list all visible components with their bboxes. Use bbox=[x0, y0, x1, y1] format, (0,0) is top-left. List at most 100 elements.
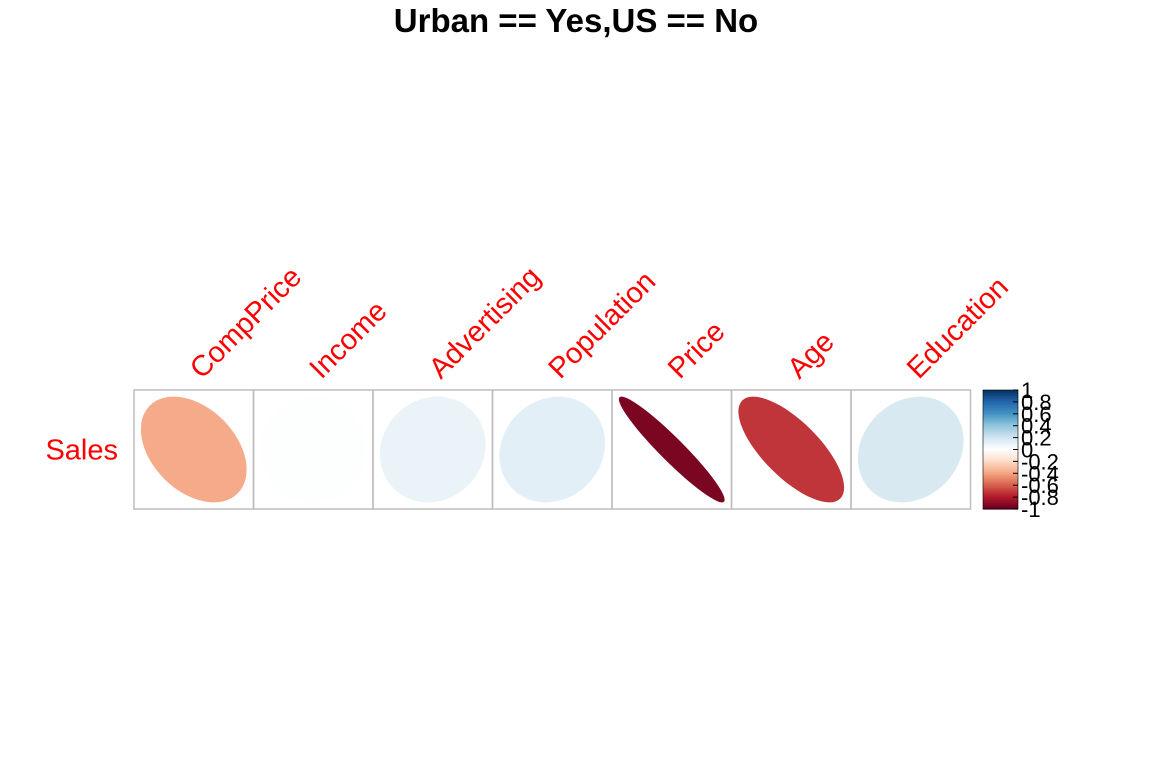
correlation-cells bbox=[133, 389, 972, 510]
colorbar-swatch bbox=[983, 430, 1018, 433]
colorbar-swatch bbox=[983, 468, 1018, 471]
colorbar-tick-label: 1 bbox=[1021, 378, 1033, 403]
colorbar-swatch bbox=[983, 419, 1018, 422]
colorbar-swatch bbox=[983, 470, 1018, 473]
colorbar-swatch bbox=[983, 498, 1018, 501]
colorbar-swatch bbox=[983, 458, 1018, 461]
column-label: CompPrice bbox=[184, 261, 308, 385]
correlation-ellipse bbox=[857, 396, 964, 503]
colorbar-swatch bbox=[983, 494, 1018, 497]
colorbar-swatch bbox=[983, 474, 1018, 477]
colorbar-swatch bbox=[983, 464, 1018, 467]
colorbar-swatch bbox=[983, 395, 1018, 399]
correlation-ellipse bbox=[618, 396, 725, 503]
colorbar-swatch bbox=[983, 397, 1018, 400]
row-label: Sales bbox=[45, 435, 118, 467]
colorbar-swatch bbox=[983, 459, 1018, 462]
colorbar-swatch bbox=[983, 449, 1018, 452]
colorbar-swatch bbox=[983, 410, 1018, 413]
colorbar-swatch bbox=[983, 403, 1018, 406]
colorbar-swatch bbox=[983, 442, 1018, 445]
colorbar-swatch bbox=[983, 427, 1018, 430]
colorbar-swatch bbox=[983, 436, 1018, 439]
correlation-ellipse bbox=[738, 396, 845, 503]
colorbar-swatch bbox=[983, 477, 1018, 480]
colorbar-swatch bbox=[983, 409, 1018, 412]
colorbar-swatch bbox=[983, 450, 1018, 454]
colorbar-swatch bbox=[983, 404, 1018, 407]
colorbar-swatch bbox=[983, 433, 1018, 436]
colorbar-swatch bbox=[983, 492, 1018, 495]
colorbar-swatch bbox=[983, 507, 1018, 510]
colorbar-swatch bbox=[983, 424, 1018, 427]
colorbar-swatch bbox=[983, 445, 1018, 448]
colorbar-tick-label: 0.4 bbox=[1021, 414, 1052, 439]
colorbar-swatch bbox=[983, 392, 1018, 396]
colorbar-swatch bbox=[983, 488, 1018, 491]
correlation-ellipse bbox=[260, 396, 367, 503]
colorbar-tick-label: -1 bbox=[1021, 497, 1041, 522]
colorbar-swatch bbox=[983, 476, 1018, 479]
colorbar-swatch bbox=[983, 394, 1018, 397]
colorbar-swatch bbox=[983, 431, 1018, 434]
colorbar-swatch bbox=[983, 486, 1018, 489]
colorbar-swatch bbox=[983, 501, 1018, 504]
colorbar-swatch bbox=[983, 406, 1018, 409]
colorbar-swatch bbox=[983, 480, 1018, 483]
colorbar-tick-label: -0.8 bbox=[1021, 485, 1059, 510]
colorbar-swatch bbox=[983, 391, 1018, 394]
colorbar-swatch bbox=[983, 443, 1018, 446]
colorbar-swatch bbox=[983, 479, 1018, 482]
correlation-ellipse bbox=[140, 396, 247, 503]
colorbar-swatch bbox=[983, 437, 1018, 440]
row-labels: Sales bbox=[45, 435, 118, 467]
colorbar-swatch bbox=[983, 400, 1018, 403]
colorbar-swatch bbox=[983, 462, 1018, 465]
colorbar-swatch bbox=[983, 455, 1018, 458]
colorbar-swatch bbox=[983, 434, 1018, 437]
colorbar-swatch bbox=[983, 503, 1018, 506]
colorbar-swatch bbox=[983, 413, 1018, 416]
colorbar-swatch bbox=[983, 422, 1018, 425]
colorbar-swatch bbox=[983, 416, 1018, 419]
colorbar-swatch bbox=[983, 497, 1018, 500]
colorbar-swatch bbox=[983, 415, 1018, 418]
colorbar-tick-label: -0.2 bbox=[1021, 449, 1059, 474]
colorbar-swatch bbox=[983, 467, 1018, 470]
correlation-ellipse bbox=[499, 396, 606, 503]
colorbar-swatch bbox=[983, 453, 1018, 457]
colorbar-tick-label: -0.4 bbox=[1021, 461, 1059, 486]
colorbar-swatch bbox=[983, 465, 1018, 468]
colorbar-swatch bbox=[983, 439, 1018, 442]
colorbar-swatch bbox=[983, 456, 1018, 460]
colorbar-swatch bbox=[983, 482, 1018, 485]
colorbar-swatch bbox=[983, 425, 1018, 428]
colorbar-swatch bbox=[983, 461, 1018, 464]
column-label: Price bbox=[662, 316, 731, 385]
colorbar-swatch bbox=[983, 390, 1018, 393]
colorbar-swatch bbox=[983, 407, 1018, 410]
colorbar-swatch bbox=[983, 452, 1018, 455]
column-label: Income bbox=[304, 295, 394, 385]
colorbar-swatch bbox=[983, 440, 1018, 443]
colorbar-tick-label: 0.6 bbox=[1021, 402, 1052, 427]
colorbar-swatch bbox=[983, 506, 1018, 509]
colorbar-swatch bbox=[983, 500, 1018, 503]
column-label: Age bbox=[782, 326, 841, 385]
colorbar-swatch bbox=[983, 401, 1018, 404]
colorbar-swatch bbox=[983, 485, 1018, 488]
column-label: Advertising bbox=[423, 261, 547, 385]
correlation-ellipse bbox=[379, 396, 486, 503]
chart-title: Urban == Yes,US == No bbox=[394, 2, 758, 39]
colorbar-swatch bbox=[983, 504, 1018, 507]
colorbar-tick-label: -0.6 bbox=[1021, 473, 1059, 498]
colorbar-swatch bbox=[983, 418, 1018, 421]
colorbar-swatch bbox=[983, 489, 1018, 492]
colorbar-tick-label: 0 bbox=[1021, 438, 1033, 463]
colorbar-swatch bbox=[983, 448, 1018, 451]
colorbar-swatch bbox=[983, 495, 1018, 498]
cell-border bbox=[850, 389, 972, 510]
colorbar-swatch bbox=[983, 428, 1018, 431]
